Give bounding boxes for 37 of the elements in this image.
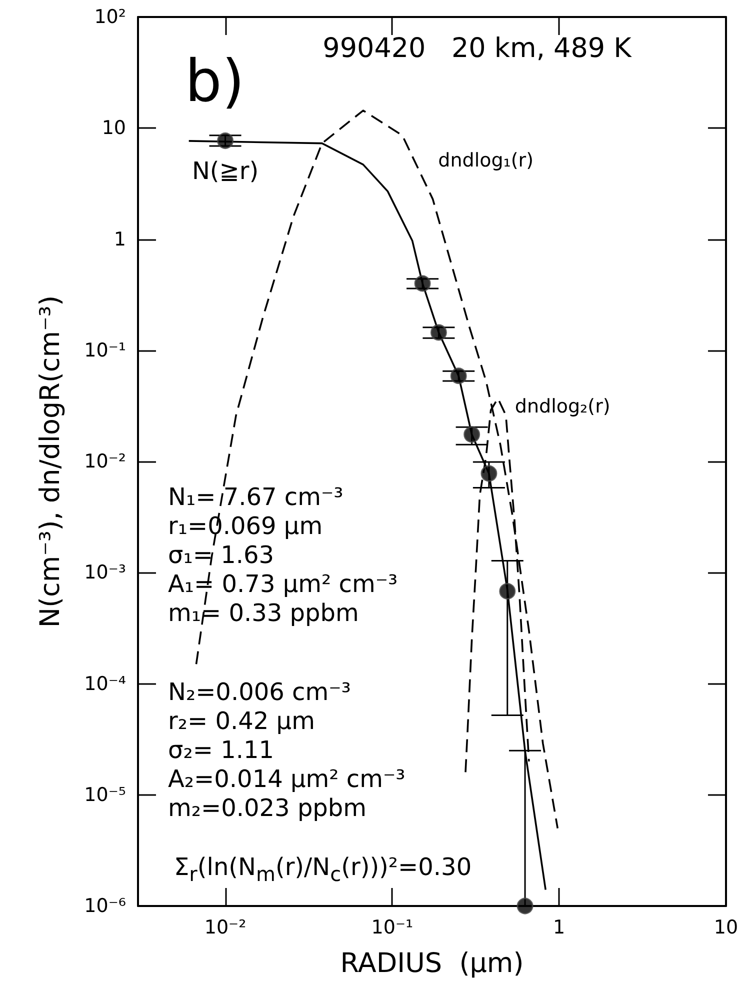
x-tick-label: 10⁻¹	[371, 916, 414, 938]
y-tick-label: 10⁻⁵	[84, 784, 126, 806]
annotation: σ₁= 1.63	[168, 541, 274, 569]
point	[430, 324, 447, 341]
series-label: dndlog₂(r)	[514, 395, 610, 418]
x-tick-label: 10	[714, 916, 738, 938]
annotation: b)	[185, 47, 244, 115]
annotation: N₁= 7.67 cm⁻³	[168, 483, 344, 511]
annotation: σ₂= 1.11	[168, 736, 274, 764]
y-tick-label: 10⁻⁶	[84, 895, 126, 917]
point	[499, 582, 516, 600]
y-tick-label: 10²	[94, 6, 126, 28]
x-axis-title: RADIUS (μm)	[340, 948, 524, 979]
annotation: Σ$_{r}$(ln(N$_{m}$(r)/N$_{c}$(r)))²=0.30	[174, 853, 472, 886]
x-tick-label: 10⁻²	[204, 916, 246, 938]
series-label: dndlog₁(r)	[438, 150, 534, 172]
y-tick-label: 1	[114, 228, 126, 250]
point	[516, 898, 534, 914]
annotation: N(≧r)	[192, 156, 259, 185]
point	[464, 426, 480, 443]
point	[414, 275, 431, 292]
y-axis-title: N(cm⁻³), dn/dlogR(cm⁻³)	[35, 295, 66, 628]
annotation: r₂= 0.42 μm	[168, 707, 315, 735]
point	[480, 465, 498, 482]
annotation: A₂=0.014 μm² cm⁻³	[168, 765, 406, 793]
annotation: r₁=0.069 μm	[168, 512, 323, 540]
annotation: N₂=0.006 cm⁻³	[168, 678, 351, 706]
annotation: A₁= 0.73 μm² cm⁻³	[168, 570, 398, 598]
y-tick-label: 10⁻²	[84, 450, 126, 472]
text: 990420 20 km, 489 K	[322, 33, 633, 64]
annotation: m₂=0.023 ppbm	[168, 794, 367, 822]
y-tick-label: 10⁻³	[84, 562, 126, 584]
x-tick-label: 1	[553, 916, 566, 938]
annotation: m₁= 0.33 ppbm	[168, 599, 359, 627]
y-tick-label: 10⁻¹	[84, 339, 126, 362]
y-tick-label: 10	[102, 117, 126, 140]
y-tick-label: 10⁻⁴	[84, 672, 126, 695]
